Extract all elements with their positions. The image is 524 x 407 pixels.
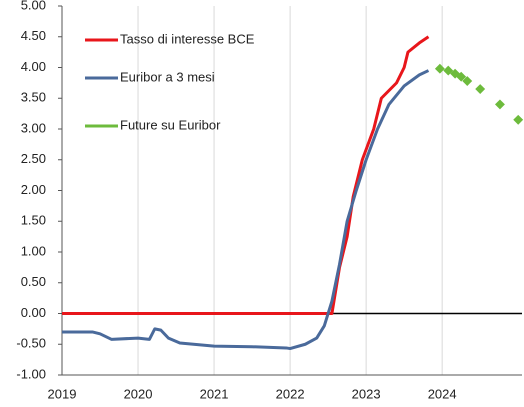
- y-tick-label: 0.50: [21, 274, 46, 289]
- data-point: [495, 99, 505, 110]
- y-tick-label: 3.50: [21, 90, 46, 105]
- data-line: [62, 69, 430, 351]
- data-point: [434, 63, 445, 74]
- y-tick-label: 5.00: [21, 0, 46, 12]
- x-tick-label: 2023: [352, 386, 381, 401]
- y-tick-label: 4.00: [21, 59, 46, 74]
- y-tick-label: 4.50: [21, 28, 46, 43]
- y-tick-label: 3.00: [21, 120, 46, 135]
- x-tick-label: 2019: [48, 386, 77, 401]
- data-point: [513, 114, 524, 125]
- legend-label: Tasso di interesse BCE: [120, 31, 255, 46]
- y-tick-label: -1.00: [16, 366, 46, 381]
- y-tick-label: 1.00: [21, 243, 46, 258]
- x-tick-label: 2020: [124, 386, 153, 401]
- x-tick-label: 2024: [428, 386, 457, 401]
- x-tick-label: 2022: [276, 386, 305, 401]
- legend-label: Future su Euribor: [120, 117, 221, 132]
- legend-label: Euribor a 3 mesi: [120, 69, 215, 84]
- y-tick-label: -0.50: [16, 336, 46, 351]
- data-point: [475, 84, 486, 94]
- y-tick-label: 1.50: [21, 213, 46, 228]
- x-tick-label: 2021: [200, 386, 229, 401]
- y-tick-label: 2.00: [21, 182, 46, 197]
- y-tick-label: 0.00: [21, 305, 46, 320]
- y-tick-label: 2.50: [21, 151, 46, 166]
